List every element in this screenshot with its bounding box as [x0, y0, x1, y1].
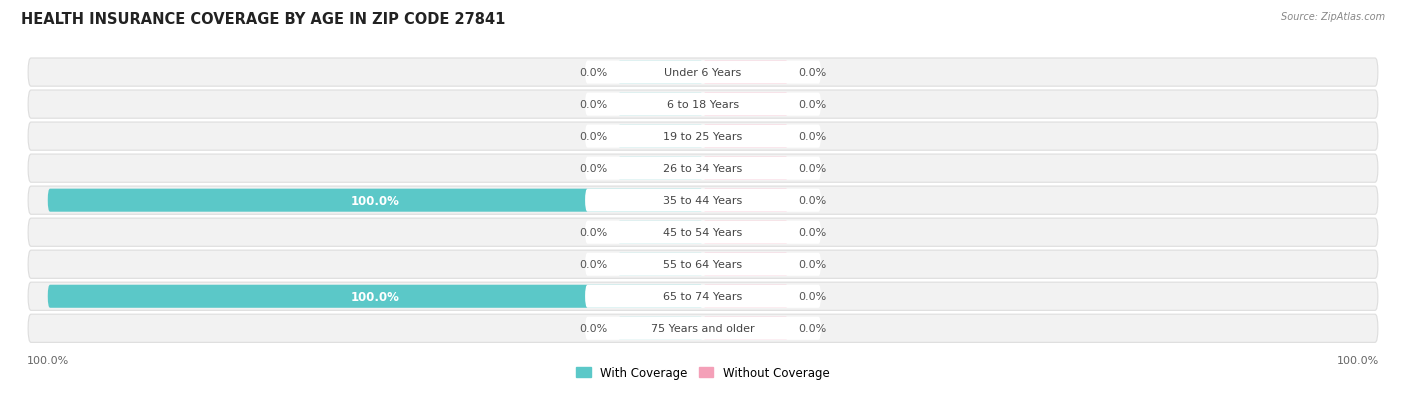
FancyBboxPatch shape	[28, 155, 1378, 183]
Text: 65 to 74 Years: 65 to 74 Years	[664, 292, 742, 301]
Text: 100.0%: 100.0%	[352, 194, 399, 207]
FancyBboxPatch shape	[48, 189, 703, 212]
FancyBboxPatch shape	[585, 221, 821, 244]
FancyBboxPatch shape	[28, 251, 1378, 279]
Text: 0.0%: 0.0%	[579, 164, 607, 174]
FancyBboxPatch shape	[617, 62, 703, 84]
Text: 0.0%: 0.0%	[799, 228, 827, 237]
FancyBboxPatch shape	[48, 285, 703, 308]
Text: 0.0%: 0.0%	[799, 132, 827, 142]
FancyBboxPatch shape	[703, 125, 789, 148]
Text: 0.0%: 0.0%	[799, 68, 827, 78]
FancyBboxPatch shape	[617, 317, 703, 340]
FancyBboxPatch shape	[585, 317, 821, 340]
Text: 26 to 34 Years: 26 to 34 Years	[664, 164, 742, 174]
FancyBboxPatch shape	[703, 62, 789, 84]
Text: 0.0%: 0.0%	[799, 260, 827, 270]
FancyBboxPatch shape	[28, 123, 1378, 151]
Text: 0.0%: 0.0%	[799, 323, 827, 333]
Text: 0.0%: 0.0%	[799, 292, 827, 301]
FancyBboxPatch shape	[703, 221, 789, 244]
FancyBboxPatch shape	[585, 189, 821, 212]
FancyBboxPatch shape	[617, 157, 703, 180]
Text: 0.0%: 0.0%	[579, 323, 607, 333]
FancyBboxPatch shape	[703, 285, 789, 308]
FancyBboxPatch shape	[703, 317, 789, 340]
FancyBboxPatch shape	[28, 91, 1378, 119]
Text: 45 to 54 Years: 45 to 54 Years	[664, 228, 742, 237]
FancyBboxPatch shape	[585, 157, 821, 180]
FancyBboxPatch shape	[28, 314, 1378, 342]
FancyBboxPatch shape	[617, 125, 703, 148]
Text: 6 to 18 Years: 6 to 18 Years	[666, 100, 740, 110]
FancyBboxPatch shape	[28, 59, 1378, 87]
Text: 0.0%: 0.0%	[579, 228, 607, 237]
Text: 35 to 44 Years: 35 to 44 Years	[664, 196, 742, 206]
FancyBboxPatch shape	[585, 93, 821, 116]
Text: 0.0%: 0.0%	[799, 196, 827, 206]
Text: 0.0%: 0.0%	[579, 100, 607, 110]
FancyBboxPatch shape	[617, 221, 703, 244]
Text: 0.0%: 0.0%	[579, 68, 607, 78]
Text: 0.0%: 0.0%	[799, 100, 827, 110]
FancyBboxPatch shape	[28, 282, 1378, 311]
FancyBboxPatch shape	[703, 157, 789, 180]
FancyBboxPatch shape	[703, 253, 789, 276]
Text: 100.0%: 100.0%	[352, 290, 399, 303]
Text: 0.0%: 0.0%	[799, 164, 827, 174]
Text: Source: ZipAtlas.com: Source: ZipAtlas.com	[1281, 12, 1385, 22]
FancyBboxPatch shape	[585, 125, 821, 148]
Text: 19 to 25 Years: 19 to 25 Years	[664, 132, 742, 142]
Text: Under 6 Years: Under 6 Years	[665, 68, 741, 78]
FancyBboxPatch shape	[585, 285, 821, 308]
Text: 75 Years and older: 75 Years and older	[651, 323, 755, 333]
Text: 0.0%: 0.0%	[579, 132, 607, 142]
FancyBboxPatch shape	[703, 93, 789, 116]
FancyBboxPatch shape	[28, 218, 1378, 247]
FancyBboxPatch shape	[617, 253, 703, 276]
FancyBboxPatch shape	[28, 187, 1378, 215]
Text: 55 to 64 Years: 55 to 64 Years	[664, 260, 742, 270]
Text: HEALTH INSURANCE COVERAGE BY AGE IN ZIP CODE 27841: HEALTH INSURANCE COVERAGE BY AGE IN ZIP …	[21, 12, 506, 27]
FancyBboxPatch shape	[703, 189, 789, 212]
FancyBboxPatch shape	[585, 62, 821, 84]
Legend: With Coverage, Without Coverage: With Coverage, Without Coverage	[576, 366, 830, 379]
FancyBboxPatch shape	[617, 93, 703, 116]
FancyBboxPatch shape	[585, 253, 821, 276]
Text: 0.0%: 0.0%	[579, 260, 607, 270]
